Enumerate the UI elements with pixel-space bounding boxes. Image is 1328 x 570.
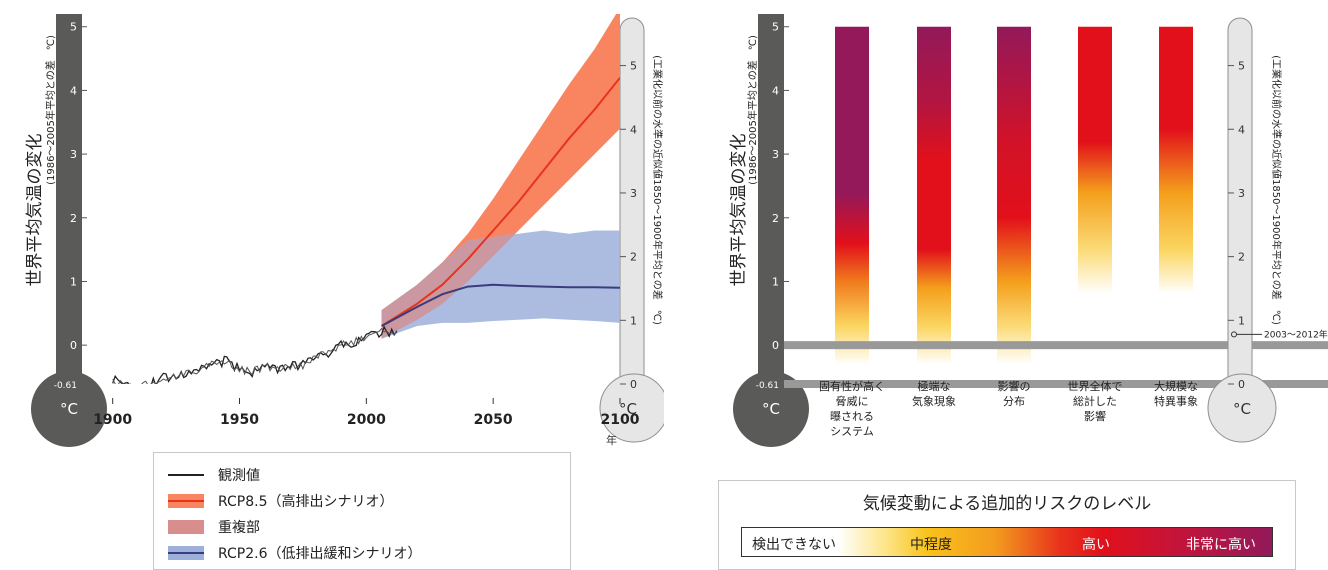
right-y-tick-label: 3 bbox=[772, 148, 779, 161]
right-right-label: (工業化以前の水準の近似値1850～1900年平均との差 ℃) bbox=[1270, 55, 1283, 325]
right-chart: °C -0.61 0 1 2 3 4 5 °C 0 1 2 3 4 5 2003～2012年 固有性が… bbox=[729, 14, 1328, 447]
left-y-tick-label: -0.61 bbox=[54, 381, 77, 391]
risk-column bbox=[835, 26, 869, 365]
right-y-tick-right-label: 5 bbox=[1238, 60, 1245, 73]
legend-label-observed: 観測値 bbox=[218, 468, 260, 484]
left-thermometer-unit-right: °C bbox=[619, 400, 637, 418]
rcp26-line bbox=[381, 283, 620, 327]
chart-legend: 観測値 RCP8.5（高排出シナリオ） 重複部 RCP2.6（低排出緩和シナリオ… bbox=[153, 452, 571, 570]
left-y-tick-label: 3 bbox=[70, 148, 77, 161]
left-x-ticks: 1900 1950 2000 2050 2100 bbox=[93, 398, 640, 428]
right-y-tick-label: 2 bbox=[772, 212, 779, 225]
legend-label-rcp26: RCP2.6（低排出緩和シナリオ） bbox=[218, 546, 422, 562]
risk-level-very-high: 非常に高い bbox=[1186, 537, 1256, 553]
legend-swatch-observed bbox=[168, 468, 204, 482]
risk-column bbox=[1078, 26, 1112, 365]
left-ylabel-sub: (1986～2005年平均との差 ℃) bbox=[44, 35, 57, 185]
right-y-tick-label: 0 bbox=[772, 339, 779, 352]
left-x-tick-label: 2050 bbox=[474, 412, 513, 428]
right-y-tick-right-label: 4 bbox=[1238, 123, 1245, 136]
reference-lines bbox=[784, 341, 1328, 388]
left-x-unit: 年 bbox=[606, 433, 617, 447]
legend-label-rcp85: RCP8.5（高排出シナリオ） bbox=[218, 494, 394, 510]
legend-swatch-overlap bbox=[168, 520, 204, 534]
right-y-tick-label: 5 bbox=[772, 21, 779, 34]
risk-gradient-bar: 検出できない 中程度 高い 非常に高い bbox=[741, 527, 1273, 557]
left-thermometer-light: °C bbox=[599, 17, 664, 443]
legend-item-observed: 観測値 bbox=[168, 465, 260, 485]
legend-item-rcp26: RCP2.6（低排出緩和シナリオ） bbox=[168, 543, 422, 563]
category-label: 極端な気象現象 bbox=[912, 379, 956, 408]
right-y-tick-label: 1 bbox=[772, 275, 779, 288]
left-chart: °C -0.61 0 1 2 3 4 5 °C 0 1 2 3 4 5 1900 1950 2000 205… bbox=[25, 14, 664, 447]
risk-level-moderate: 中程度 bbox=[910, 537, 952, 553]
left-y-tick-label: 0 bbox=[70, 339, 77, 352]
left-y-tick-right-label: 3 bbox=[630, 187, 637, 200]
risk-column bbox=[1159, 26, 1193, 365]
right-y-tick-right-label: 1 bbox=[1238, 314, 1245, 327]
right-ylabel: 世界平均気温の変化 bbox=[729, 134, 749, 287]
observed-line bbox=[112, 325, 398, 384]
legend-label-overlap: 重複部 bbox=[218, 520, 260, 536]
right-y-tick-right-label: 2 bbox=[1238, 251, 1245, 264]
left-y-tick-right-label: 2 bbox=[630, 251, 637, 264]
legend-item-rcp85: RCP8.5（高排出シナリオ） bbox=[168, 491, 394, 511]
right-ylabel-sub: (1986～2005年平均との差 ℃) bbox=[746, 35, 759, 185]
legend-item-overlap: 重複部 bbox=[168, 517, 260, 537]
left-y-tick-right-label: 0 bbox=[630, 378, 637, 391]
right-y-ticks-right: 0 1 2 3 4 5 bbox=[1228, 60, 1245, 391]
left-right-label: (工業化以前の水準の近似値1850～1900年平均との差 ℃) bbox=[651, 55, 664, 325]
left-x-tick-label: 1950 bbox=[220, 412, 259, 428]
category-label: 大規模な特異事象 bbox=[1154, 379, 1198, 408]
right-thermometer-unit: °C bbox=[762, 400, 780, 418]
left-x-tick-label: 2100 bbox=[601, 412, 640, 428]
right-y-tick-label: 4 bbox=[772, 84, 779, 97]
right-thermometer-dark: °C bbox=[733, 14, 809, 447]
risk-column bbox=[917, 26, 951, 365]
left-y-ticks-right: 0 1 2 3 4 5 bbox=[620, 60, 637, 391]
left-x-tick-label: 1900 bbox=[93, 412, 132, 428]
category-label: 固有性が高く脅威に曝されるシステム bbox=[819, 379, 885, 438]
left-y-tick-label: 5 bbox=[70, 21, 77, 34]
left-y-tick-right-label: 5 bbox=[630, 60, 637, 73]
left-thermometer-unit: °C bbox=[60, 400, 78, 418]
category-label: 影響の分布 bbox=[998, 379, 1031, 408]
right-y-tick-right-label: 3 bbox=[1238, 187, 1245, 200]
risk-columns bbox=[835, 26, 1193, 365]
reference-line bbox=[784, 380, 1328, 388]
period-marker: 2003～2012年 bbox=[1231, 328, 1328, 340]
legend-swatch-rcp85 bbox=[168, 494, 204, 508]
right-y-tick-right-label: 0 bbox=[1238, 378, 1245, 391]
left-ylabel: 世界平均気温の変化 bbox=[25, 134, 45, 287]
left-y-tick-label: 2 bbox=[70, 212, 77, 225]
left-y-ticks: -0.61 0 1 2 3 4 5 bbox=[54, 21, 87, 391]
left-y-tick-label: 1 bbox=[70, 275, 77, 288]
reference-line bbox=[784, 341, 1328, 350]
period-marker-label: 2003～2012年 bbox=[1264, 328, 1328, 340]
risk-column bbox=[997, 26, 1031, 365]
rcp85-line bbox=[381, 77, 620, 327]
risk-level-undetectable: 検出できない bbox=[752, 537, 836, 553]
period-marker-dot bbox=[1231, 331, 1237, 338]
category-label: 世界全体で総計した影響 bbox=[1068, 379, 1123, 423]
legend-swatch-rcp26 bbox=[168, 546, 204, 560]
left-y-tick-label: 4 bbox=[70, 84, 77, 97]
left-y-tick-right-label: 4 bbox=[630, 123, 637, 136]
risk-level-legend: 気候変動による追加的リスクのレベル 検出できない 中程度 高い 非常に高い bbox=[718, 480, 1296, 570]
right-thermometer-light: °C bbox=[1207, 17, 1277, 443]
right-y-tick-label: -0.61 bbox=[756, 381, 779, 391]
left-thermometer-dark: °C bbox=[31, 14, 107, 447]
left-y-tick-right-label: 1 bbox=[630, 314, 637, 327]
risk-level-high: 高い bbox=[1082, 537, 1110, 553]
risk-legend-title: 気候変動による追加的リスクのレベル bbox=[862, 494, 1152, 514]
right-thermometer-unit-right: °C bbox=[1233, 400, 1251, 418]
left-x-tick-label: 2000 bbox=[347, 412, 386, 428]
observed-line-2 bbox=[112, 327, 398, 384]
